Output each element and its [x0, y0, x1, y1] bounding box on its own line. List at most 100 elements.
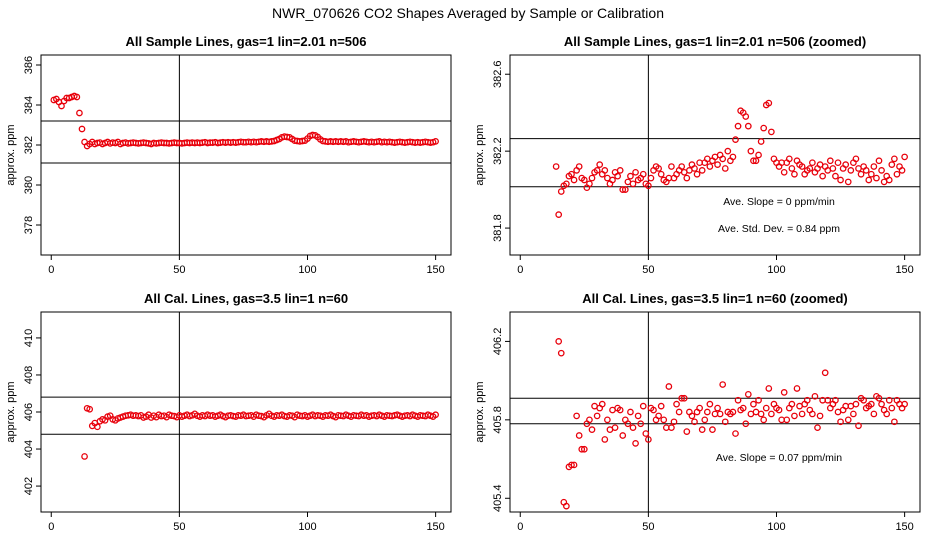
data-point	[593, 167, 601, 174]
data-point	[94, 423, 101, 431]
y-axis-label: approx. ppm	[5, 381, 17, 442]
chart-panel-p4: All Cal. Lines, gas=3.5 lin=1 n=60 (zoom…	[474, 291, 921, 533]
data-point	[660, 416, 668, 424]
data-point	[588, 174, 596, 182]
panel-title: All Sample Lines, gas=1 lin=2.01 n=506	[126, 34, 367, 49]
data-point	[624, 420, 632, 428]
data-point	[629, 424, 637, 432]
data-point	[898, 167, 906, 174]
data-point	[596, 161, 604, 168]
data-point	[901, 153, 908, 161]
y-tick-label: 406	[23, 403, 35, 421]
data-points	[81, 404, 439, 460]
data-point	[855, 422, 862, 430]
data-point	[627, 172, 634, 180]
data-point	[811, 392, 819, 400]
data-point	[706, 400, 714, 408]
data-point	[645, 182, 652, 190]
data-point	[588, 426, 596, 433]
data-point	[809, 159, 816, 167]
data-point	[809, 410, 816, 418]
chart-panels: All Sample Lines, gas=1 lin=2.01 n=506 0 5…	[5, 34, 921, 533]
data-point	[721, 418, 729, 426]
data-point	[701, 416, 709, 424]
data-point	[627, 408, 634, 416]
data-point	[586, 180, 593, 188]
y-tick-label: 378	[23, 216, 35, 234]
data-points	[555, 338, 908, 510]
data-point	[834, 159, 842, 167]
data-point	[678, 394, 686, 402]
data-point	[883, 410, 891, 418]
data-point	[888, 404, 896, 412]
data-point	[783, 416, 791, 424]
data-point	[657, 170, 665, 178]
data-point	[734, 122, 742, 130]
data-point	[645, 436, 652, 443]
x-tick-label: 150	[895, 264, 913, 276]
data-point	[878, 167, 885, 174]
data-point	[747, 147, 755, 155]
data-point	[693, 170, 701, 178]
data-point	[793, 385, 801, 392]
plot-frame	[509, 311, 921, 513]
data-point	[688, 412, 696, 420]
data-point	[601, 436, 609, 443]
data-point	[586, 416, 593, 424]
data-point	[780, 168, 788, 176]
data-point	[844, 416, 852, 424]
data-point	[873, 174, 880, 182]
x-tick-label: 100	[298, 264, 316, 276]
data-point	[639, 402, 647, 410]
data-point	[870, 163, 878, 170]
data-point	[832, 396, 839, 404]
data-point	[575, 163, 583, 170]
data-point	[744, 391, 752, 398]
data-point	[721, 165, 729, 172]
data-point	[788, 165, 796, 172]
data-point	[76, 109, 83, 117]
data-point	[563, 180, 570, 188]
data-point	[563, 502, 570, 510]
data-point	[573, 412, 580, 420]
data-point	[739, 404, 747, 412]
y-axis-label: approx. ppm	[5, 124, 17, 185]
x-tick-label: 0	[48, 521, 54, 533]
data-point	[729, 408, 737, 416]
data-point	[78, 125, 86, 133]
data-point	[806, 165, 814, 172]
y-tick-label: 382.2	[492, 137, 504, 165]
data-point	[724, 147, 732, 155]
data-point	[888, 161, 896, 168]
data-point	[791, 170, 798, 178]
data-point	[757, 138, 765, 145]
data-point	[621, 186, 629, 193]
plot-frame	[40, 311, 452, 513]
y-tick-label: 382.6	[492, 60, 504, 88]
data-point	[698, 167, 706, 174]
data-points	[552, 99, 908, 218]
data-point	[860, 396, 867, 404]
data-point	[619, 186, 627, 193]
y-tick-label: 386	[23, 56, 35, 74]
data-point	[709, 426, 716, 433]
data-point	[555, 211, 563, 218]
data-point	[842, 161, 850, 168]
plot-frame	[509, 54, 921, 256]
data-point	[703, 408, 711, 416]
panel-title: All Cal. Lines, gas=3.5 lin=1 n=60 (zoom…	[582, 291, 848, 306]
data-point	[719, 155, 727, 163]
data-point	[637, 420, 645, 428]
data-point	[432, 411, 439, 419]
data-point	[616, 406, 624, 414]
data-point	[578, 445, 586, 453]
x-tick-label: 150	[426, 264, 444, 276]
plot-frame	[40, 54, 452, 256]
panel-title: All Cal. Lines, gas=3.5 lin=1 n=60	[144, 291, 348, 306]
data-point	[557, 349, 565, 357]
data-point	[755, 151, 762, 159]
data-point	[570, 176, 578, 184]
data-point	[893, 170, 901, 178]
y-tick-label: 381.8	[492, 214, 504, 242]
data-point	[765, 99, 773, 107]
